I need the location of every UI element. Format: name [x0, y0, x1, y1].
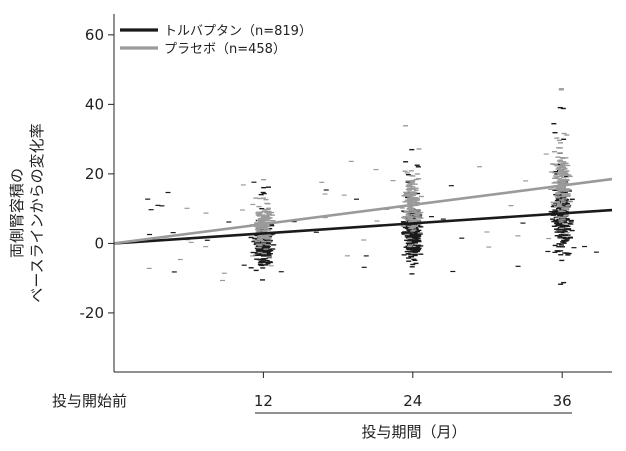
y-tick-label: 0	[94, 234, 104, 252]
trend-line-tolvaptan	[113, 208, 613, 245]
y-tick-label: 20	[85, 165, 104, 183]
x-tick-label: 36	[553, 392, 572, 410]
y-tick-label: 40	[85, 95, 104, 113]
y-axis-label-line-2: ベースラインからの変化率	[28, 123, 46, 302]
scatter-points	[145, 88, 599, 285]
x-axis-title: 投与期間（月）	[361, 423, 466, 441]
x-tick-label: 投与開始前	[52, 392, 127, 410]
x-tick-label: 12	[254, 392, 273, 410]
y-axis-label-line-1: 両側腎容積の	[8, 168, 26, 258]
legend-label-placebo: プラセボ（n=458）	[164, 42, 286, 57]
y-tick-label: -20	[80, 304, 105, 322]
legend-label-tolvaptan: トルバプタン（n=819）	[164, 24, 312, 39]
x-tick-label: 24	[403, 392, 422, 410]
legend: トルバプタン（n=819） プラセボ（n=458）	[120, 24, 312, 57]
trend-line-placebo	[113, 177, 613, 245]
axes: 60 40 20 0 -20 投与開始前 12 24 36	[52, 14, 612, 410]
trend-lines	[113, 177, 613, 245]
y-tick-label: 60	[85, 26, 104, 44]
y-axis-label: 両側腎容積の ベースラインからの変化率	[8, 123, 46, 302]
period-bracket: 投与期間（月）	[255, 412, 572, 441]
